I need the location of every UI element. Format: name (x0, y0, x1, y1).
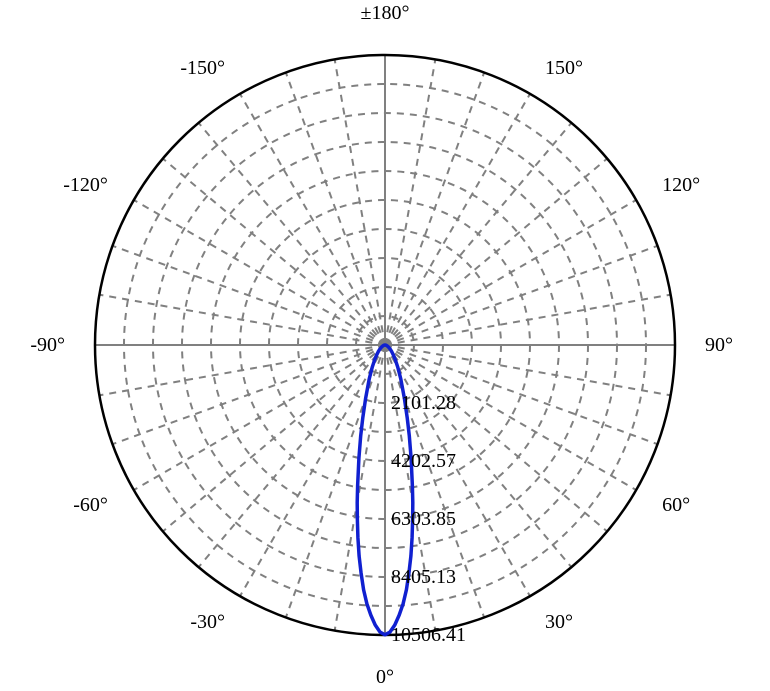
angle-label: 0° (376, 666, 394, 688)
angle-label: -150° (180, 57, 225, 79)
radial-value-label: 2101.28 (391, 392, 456, 414)
radial-value-label: 6303.85 (391, 508, 456, 530)
angle-label: -120° (63, 174, 108, 196)
angle-label: -60° (73, 494, 108, 516)
radial-value-label: 8405.13 (391, 566, 456, 588)
angle-label: 120° (662, 174, 700, 196)
radial-value-label: 10506.41 (391, 624, 466, 646)
angle-label: ±180° (361, 2, 410, 24)
angle-label: -90° (30, 334, 65, 356)
angle-label: 30° (545, 611, 573, 633)
angle-label: 90° (705, 334, 733, 356)
radial-value-label: 4202.57 (391, 450, 456, 472)
angle-label: 150° (545, 57, 583, 79)
angle-label: 60° (662, 494, 690, 516)
polar-chart: 2101.28 4202.57 6303.85 8405.13 10506.41 0° 3… (0, 0, 770, 691)
angle-label: -30° (190, 611, 225, 633)
